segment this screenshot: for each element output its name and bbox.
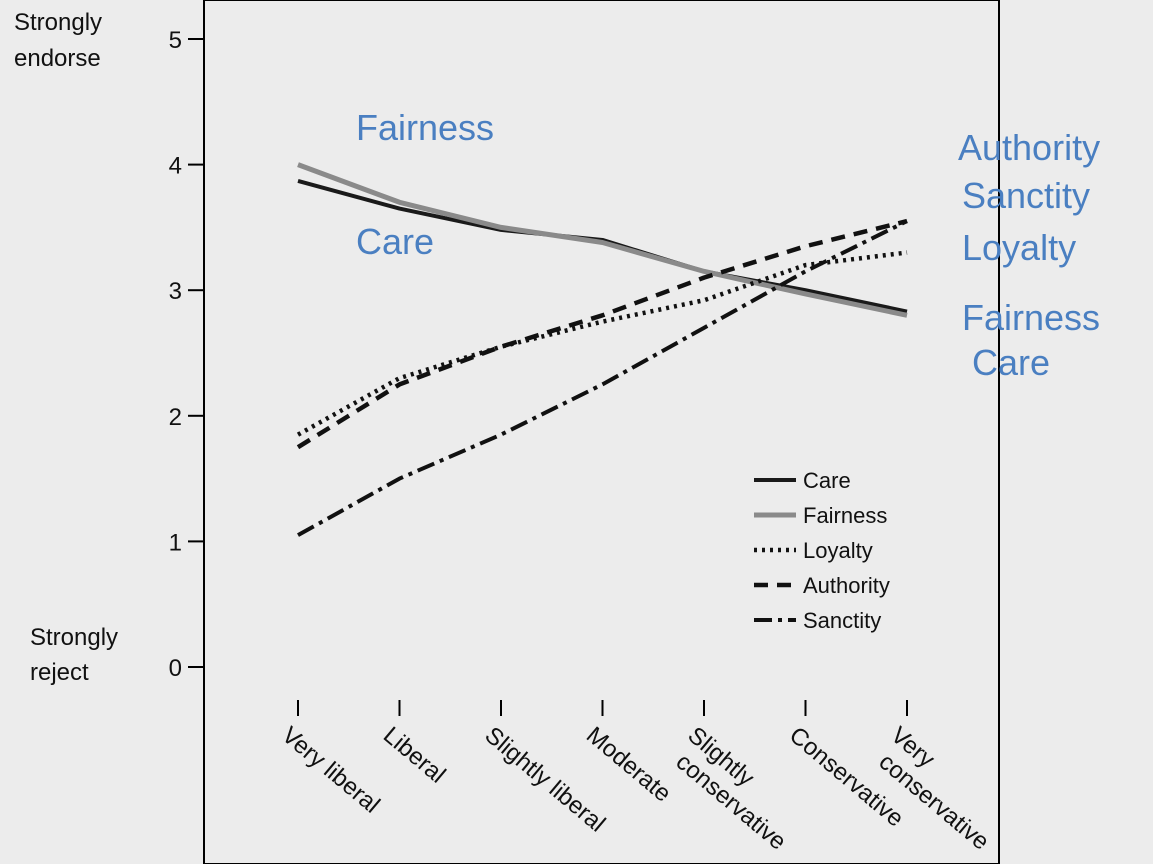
y-axis: 0 1 2 3 4 5 — [169, 27, 204, 682]
y-bottom-label-line1: Strongly — [30, 624, 118, 651]
y-top-label-line1: Strongly — [14, 9, 102, 36]
y-tick-label: 5 — [169, 27, 182, 54]
x-tick-label: Moderate — [581, 722, 676, 808]
annotation-right-fairness: Fairness — [962, 297, 1100, 338]
y-top-label-line2: endorse — [14, 45, 101, 72]
x-tick-label: Very liberal — [277, 722, 385, 819]
series-line-loyalty — [298, 253, 907, 435]
x-tick-label-text: Liberal — [378, 722, 451, 789]
y-tick-label: 0 — [169, 655, 182, 682]
x-tick-label: Liberal — [378, 722, 451, 789]
y-bottom-label-line2: reject — [30, 659, 89, 686]
annotation-right-loyalty: Loyalty — [962, 227, 1076, 268]
annotation-right-authority: Authority — [958, 127, 1100, 168]
annotation-right-sanctity: Sanctity — [962, 175, 1090, 216]
x-tick-label-text: Very liberal — [277, 722, 385, 819]
y-tick-label: 3 — [169, 278, 182, 305]
annotation-left-fairness: Fairness — [356, 107, 494, 148]
annotations: FairnessCareAuthoritySanctityLoyaltyFair… — [356, 107, 1100, 383]
y-tick-label: 2 — [169, 404, 182, 431]
legend-label-fairness: Fairness — [803, 503, 887, 528]
legend-label-care: Care — [803, 468, 851, 493]
x-tick-label-text: Moderate — [581, 722, 676, 808]
annotation-right-care: Care — [972, 342, 1050, 383]
legend: Care Fairness Loyalty Authority Sanctity — [754, 468, 890, 633]
legend-label-sanctity: Sanctity — [803, 608, 881, 633]
annotation-left-care: Care — [356, 221, 434, 262]
legend-label-authority: Authority — [803, 573, 890, 598]
y-tick-label: 1 — [169, 529, 182, 556]
y-tick-label: 4 — [169, 153, 182, 180]
legend-label-loyalty: Loyalty — [803, 538, 873, 563]
